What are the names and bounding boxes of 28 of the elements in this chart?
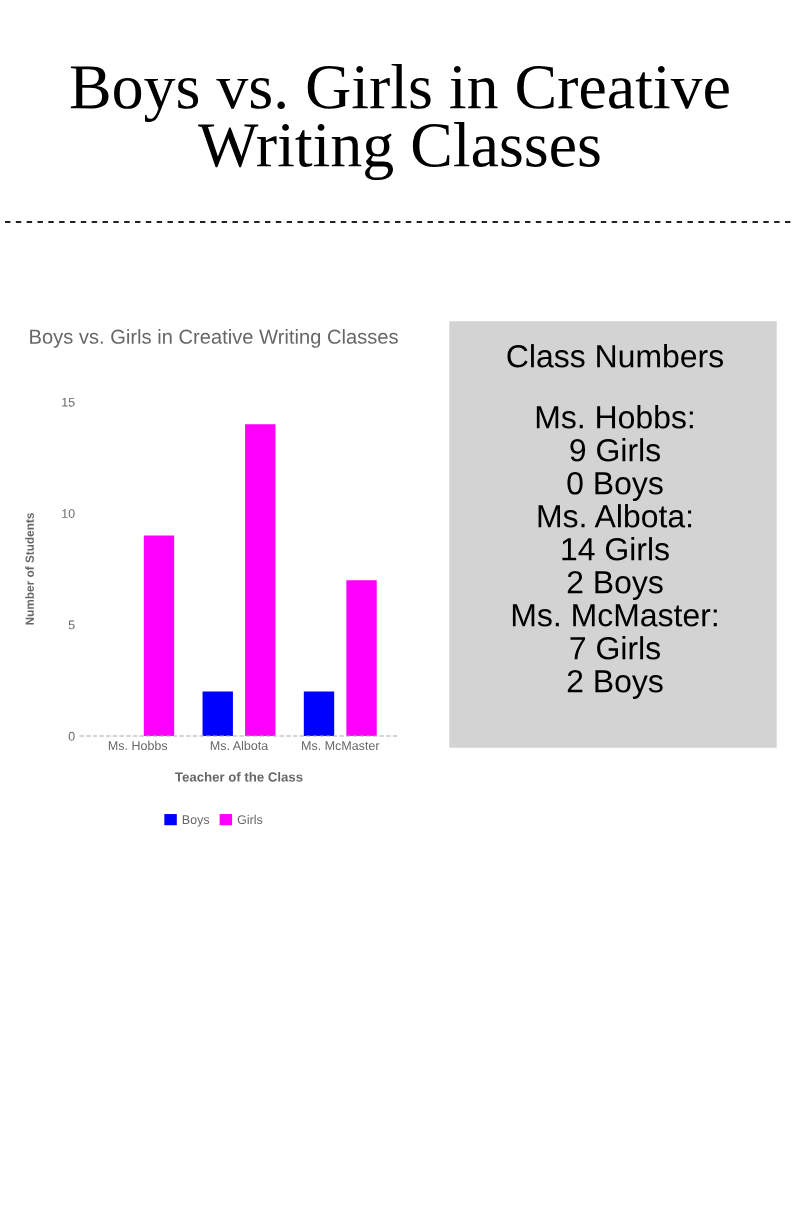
y-tick-label: 10	[62, 509, 75, 518]
bar	[143, 535, 175, 736]
text: 9 Girls	[570, 438, 660, 462]
text: Boys vs. Girls in Creative Writing Classes	[70, 63, 729, 181]
text: Ms. Hobbs:	[536, 405, 693, 429]
y-axis-title: Number of Students	[25, 513, 34, 625]
x-tick-label: Ms. Hobbs	[108, 740, 168, 751]
bar	[346, 580, 377, 736]
x-axis-title: Teacher of the Class	[175, 771, 303, 782]
bar	[245, 424, 276, 736]
x-tick-label: Ms. McMaster	[302, 741, 380, 751]
chart-title: Boys vs. Girls in Creative Writing Classes	[30, 329, 398, 348]
text: 14 Girls	[562, 537, 669, 561]
text: 2 Boys	[567, 669, 663, 699]
y-tick-label: 15	[62, 397, 75, 407]
text: Class Numbers	[507, 344, 724, 368]
y-tick-label: 5	[68, 620, 75, 630]
bar	[202, 691, 233, 736]
bar	[303, 691, 335, 736]
text: 7 Girls	[570, 636, 660, 660]
y-tick-label: 0	[68, 731, 75, 741]
text: Ms. McMaster:	[512, 604, 717, 627]
x-tick-label: Ms. Albota	[210, 740, 269, 751]
text: 2 Boys	[567, 570, 663, 600]
legend-label: Girls	[237, 814, 263, 825]
legend-label: Boys	[182, 815, 210, 827]
text: Ms. Albota:	[538, 504, 692, 528]
text: 0 Boys	[567, 471, 663, 501]
